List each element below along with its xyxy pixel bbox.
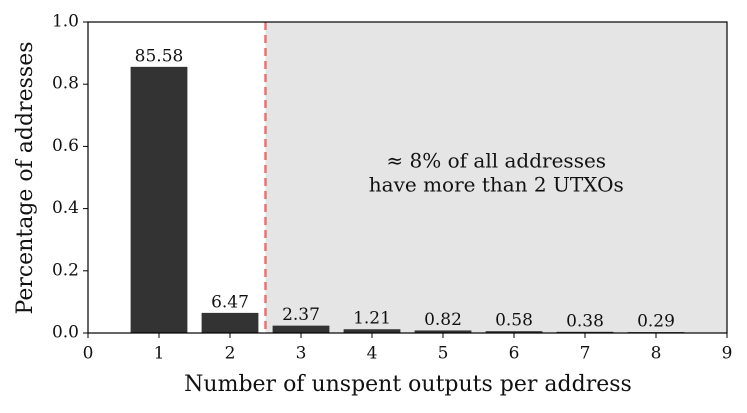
value-label: 85.58	[135, 46, 184, 66]
x-tick-label: 2	[225, 344, 236, 364]
plot-frame	[87, 21, 728, 334]
x-tick-label: 7	[580, 344, 591, 364]
bar	[485, 331, 543, 333]
annotation: ≈ 8% of all addresses	[386, 149, 606, 173]
x-tick-label: 0	[83, 344, 94, 364]
shaded-region	[265, 22, 727, 333]
value-label: 1.21	[353, 309, 391, 329]
x-tick-label: 4	[367, 344, 378, 364]
x-tick-label: 5	[438, 344, 449, 364]
annotation: have more than 2 UTXOs	[369, 173, 624, 197]
y-tick-label: 0.0	[52, 323, 79, 343]
value-label: 0.29	[637, 312, 675, 332]
x-tick-label: 6	[509, 344, 520, 364]
y-axis-label: Percentage of addresses	[13, 41, 38, 314]
value-label: 2.37	[282, 305, 320, 325]
value-label: 0.58	[495, 311, 533, 331]
y-tick-label: 0.6	[52, 136, 79, 156]
value-label: 0.82	[424, 310, 462, 330]
value-label: 6.47	[211, 292, 249, 312]
y-tick-label: 1.0	[52, 12, 79, 32]
value-label: 0.38	[566, 311, 604, 331]
y-tick-label: 0.2	[52, 260, 79, 280]
y-tick-label: 0.4	[52, 198, 79, 218]
bar	[201, 312, 259, 333]
x-tick-label: 9	[722, 344, 733, 364]
bar	[130, 66, 188, 334]
x-axis-label: Number of unspent outputs per address	[184, 372, 632, 397]
bar	[272, 325, 330, 333]
y-tick-label: 0.8	[52, 74, 79, 94]
x-tick-label: 3	[296, 344, 307, 364]
x-tick-label: 8	[651, 344, 662, 364]
x-tick-label: 1	[154, 344, 165, 364]
bar	[343, 329, 401, 333]
bar	[414, 330, 472, 333]
